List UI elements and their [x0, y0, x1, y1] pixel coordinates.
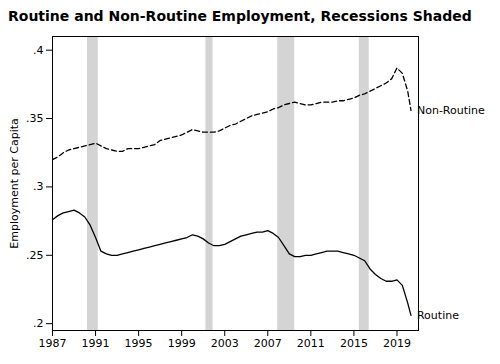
svg-text:.2: .2 [33, 317, 44, 330]
html-text:Routine and Non-Routine Employ: Routine and Non-Routine Employment, Rece… [8, 8, 472, 24]
svg-text:2011: 2011 [297, 337, 325, 350]
svg-text:1987: 1987 [39, 337, 67, 350]
svg-text:.3: .3 [33, 180, 44, 193]
svg-text:.4: .4 [33, 44, 44, 57]
svg-text:Employment per Capita: Employment per Capita [8, 118, 21, 249]
svg-text:.35: .35 [26, 112, 44, 125]
svg-text:.25: .25 [26, 249, 44, 262]
svg-text:2007: 2007 [254, 337, 282, 350]
svg-text:Routine: Routine [417, 309, 459, 322]
svg-text:1995: 1995 [125, 337, 153, 350]
svg-text:1999: 1999 [168, 337, 196, 350]
svg-text:2015: 2015 [340, 337, 368, 350]
svg-text:Non-Routine: Non-Routine [417, 104, 485, 117]
svg-text:2019: 2019 [383, 337, 411, 350]
svg-text:2003: 2003 [211, 337, 239, 350]
svg-text:1991: 1991 [82, 337, 110, 350]
